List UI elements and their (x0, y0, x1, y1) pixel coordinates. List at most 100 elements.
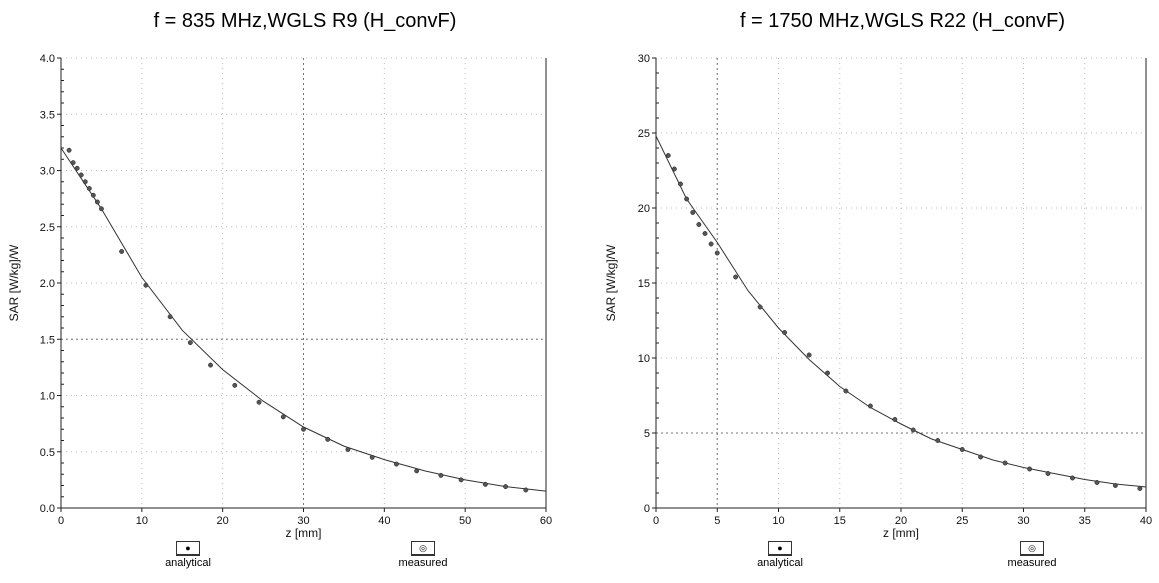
legend-analytical-835[interactable]: ● analytical (143, 541, 233, 569)
measured-point (438, 472, 444, 478)
measured-point (935, 438, 941, 443)
measured-point (345, 447, 351, 452)
y-tick-label: 30 (638, 53, 650, 65)
measured-point (1094, 480, 1100, 485)
measured-point (1002, 460, 1008, 466)
measured-point (708, 241, 714, 247)
measured-point (1045, 471, 1051, 476)
measured-point (98, 206, 104, 212)
x-tick-label: 15 (834, 515, 846, 527)
y-tick-label: 0.0 (40, 503, 55, 515)
measured-point (714, 250, 720, 256)
measured-point (90, 192, 96, 198)
measured-point (325, 436, 331, 442)
y-tick-label: 3.5 (40, 109, 55, 121)
measured-point (696, 222, 702, 227)
measured-point (665, 153, 671, 158)
measured-point (1070, 475, 1075, 481)
measured-point (187, 340, 193, 346)
y-tick-label: 0 (644, 503, 650, 515)
measured-point (369, 454, 375, 460)
measured-point (671, 166, 677, 172)
legend-analytical-label: analytical (165, 557, 211, 569)
measured-point (733, 274, 739, 280)
measured-point (119, 249, 125, 254)
measured-point (782, 330, 788, 335)
x-tick-label: 0 (58, 515, 64, 527)
legend-measured-835[interactable]: ◎ measured (378, 541, 468, 569)
measured-point (757, 304, 763, 310)
measured-point (394, 461, 399, 467)
analytical-legend-icon: ● (176, 541, 200, 556)
y-tick-label: 0.5 (40, 447, 55, 459)
x-tick-label: 40 (378, 515, 390, 527)
y-tick-label: 5 (644, 428, 650, 440)
x-tick-label: 30 (297, 515, 309, 527)
measured-legend-icon: ◎ (1020, 541, 1044, 556)
measured-point (684, 196, 690, 202)
analytical-legend-icon: ● (768, 541, 792, 556)
y-axis-label: SAR [W/kg]/W (604, 244, 618, 321)
measured-point (94, 199, 100, 205)
y-tick-label: 1.0 (40, 391, 55, 403)
measured-point (702, 231, 708, 236)
y-axis-label: SAR [W/kg]/W (7, 244, 21, 321)
y-tick-label: 15 (638, 278, 650, 290)
measured-point (208, 362, 213, 368)
y-tick-label: 25 (638, 128, 650, 140)
chart-title-835: f = 835 MHz,WGLS R9 (H_convF) (153, 10, 457, 32)
measured-point (301, 426, 306, 432)
legend-measured-1750[interactable]: ◎ measured (987, 541, 1077, 569)
measured-point (66, 147, 72, 153)
measured-point (70, 160, 76, 166)
measured-point (74, 165, 80, 171)
y-tick-label: 4.0 (40, 53, 55, 65)
measured-point (978, 454, 984, 460)
y-tick-label: 2.5 (40, 222, 55, 234)
legend-measured-label: measured (1007, 557, 1057, 569)
measured-point (690, 210, 696, 215)
measured-point (806, 352, 812, 358)
measured-point (458, 477, 464, 483)
x-tick-label: 20 (895, 515, 907, 527)
measured-point (482, 481, 488, 487)
measured-point (1112, 483, 1118, 488)
measured-point (86, 186, 92, 191)
x-tick-label: 10 (772, 515, 784, 527)
measured-point (843, 388, 849, 394)
legend-analytical-1750[interactable]: ● analytical (735, 541, 825, 569)
y-tick-label: 1.5 (40, 334, 55, 346)
measured-point (414, 468, 420, 474)
measured-point (143, 282, 149, 288)
measured-point (78, 172, 84, 178)
measured-point (1027, 466, 1033, 472)
x-tick-label: 60 (540, 515, 552, 527)
measured-point (280, 414, 286, 420)
x-tick-label: 5 (714, 515, 720, 527)
x-tick-label: 25 (956, 515, 968, 527)
legend-analytical-label: analytical (757, 557, 803, 569)
measured-point (167, 314, 173, 320)
x-tick-label: 10 (136, 515, 148, 527)
measured-point (959, 447, 965, 452)
measured-point (867, 403, 873, 409)
x-tick-label: 0 (653, 515, 659, 527)
y-tick-label: 3.0 (40, 166, 55, 178)
measured-point (1137, 486, 1143, 491)
measured-point (910, 427, 916, 433)
measured-point (232, 382, 238, 388)
y-tick-label: 20 (638, 203, 650, 215)
analytical-curve (655, 135, 1147, 488)
chart-title-1750: f = 1750 MHz,WGLS R22 (H_convF) (739, 10, 1066, 32)
measured-point (678, 181, 683, 187)
measured-point (523, 487, 529, 493)
y-tick-label: 2.0 (40, 278, 55, 290)
measured-point (503, 484, 509, 490)
x-tick-label: 35 (1079, 515, 1091, 527)
measured-legend-icon: ◎ (411, 541, 435, 556)
x-tick-label: 50 (459, 515, 471, 527)
x-tick-label: 30 (1017, 515, 1029, 527)
measured-point (825, 370, 830, 376)
